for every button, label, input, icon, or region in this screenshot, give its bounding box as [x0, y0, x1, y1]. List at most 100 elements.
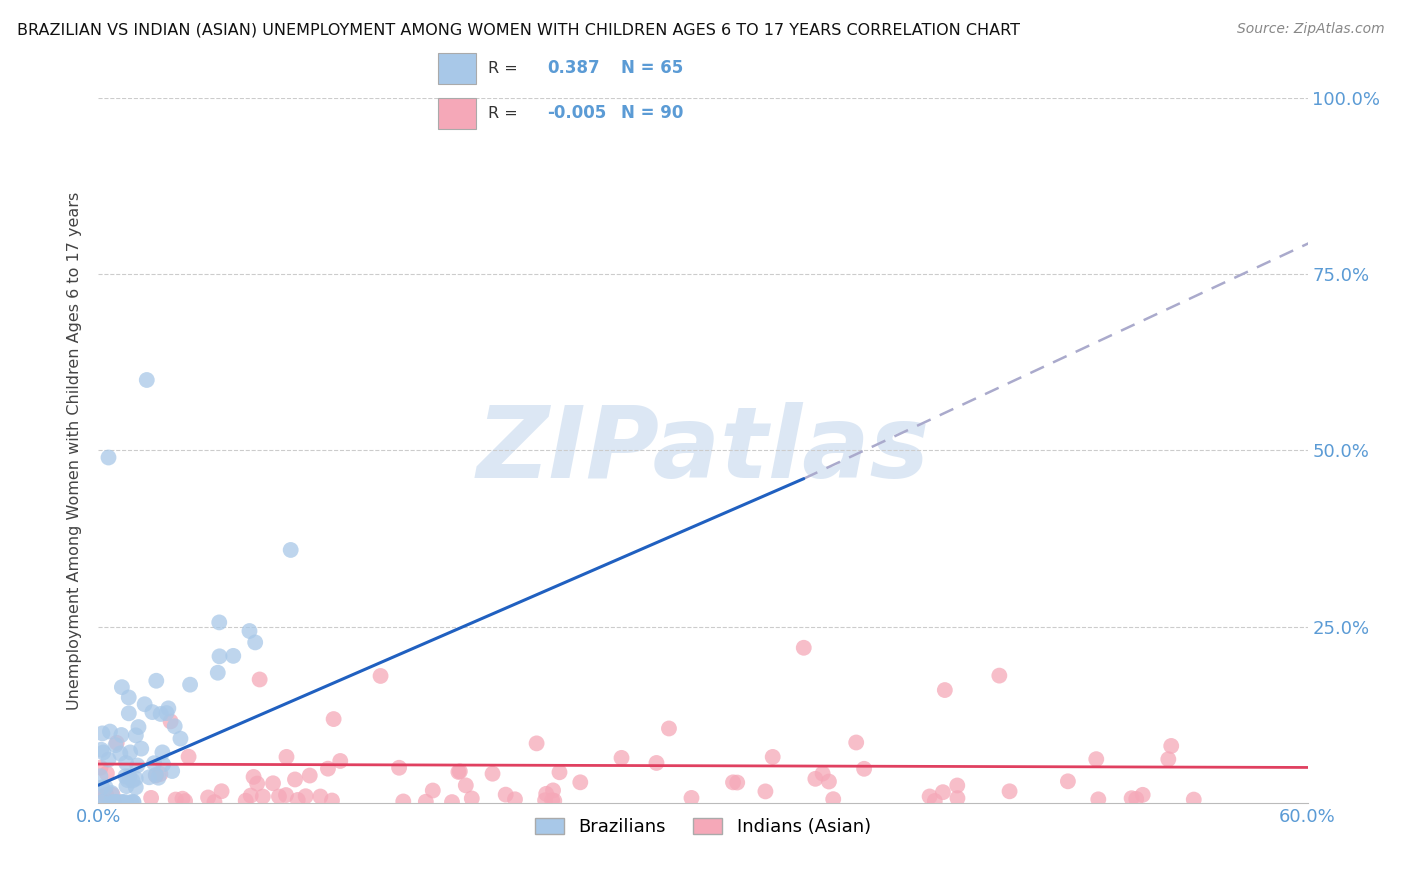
Point [91, 780, 114, 795]
Point [208, 615, 231, 630]
Point [243, 635, 266, 649]
Point [811, 766, 834, 780]
Legend: Brazilians, Indians (Asian): Brazilians, Indians (Asian) [529, 811, 877, 843]
Point [1057, 774, 1080, 789]
Point [152, 757, 174, 772]
Point [322, 712, 344, 726]
Point [823, 792, 845, 806]
Point [165, 792, 187, 806]
Point [284, 772, 307, 787]
Point [148, 771, 170, 785]
Point [127, 758, 149, 772]
Point [97, 753, 120, 767]
Point [440, 795, 463, 809]
Point [495, 788, 517, 802]
Point [1182, 792, 1205, 806]
Text: BRAZILIAN VS INDIAN (ASIAN) UNEMPLOYMENT AMONG WOMEN WITH CHILDREN AGES 6 TO 17 : BRAZILIAN VS INDIAN (ASIAN) UNEMPLOYMENT… [17, 22, 1019, 37]
Point [149, 767, 172, 781]
Point [681, 791, 703, 805]
Point [104, 738, 127, 752]
Point [111, 680, 134, 694]
Point [163, 719, 186, 733]
Point [117, 772, 139, 787]
Point [818, 774, 841, 789]
Point [100, 795, 122, 809]
Point [541, 783, 564, 797]
Point [503, 792, 526, 806]
Point [105, 736, 128, 750]
Point [138, 770, 160, 784]
Point [1157, 752, 1180, 766]
Point [129, 741, 152, 756]
Point [242, 770, 264, 784]
Point [135, 373, 157, 387]
Point [172, 791, 194, 805]
Text: N = 65: N = 65 [621, 60, 683, 78]
Point [274, 788, 297, 802]
Text: R =: R = [488, 61, 517, 76]
FancyBboxPatch shape [437, 53, 477, 84]
Point [115, 779, 138, 793]
Text: Source: ZipAtlas.com: Source: ZipAtlas.com [1237, 22, 1385, 37]
Point [298, 768, 321, 782]
Point [141, 705, 163, 719]
Point [280, 543, 302, 558]
Point [91, 726, 114, 740]
Point [1085, 752, 1108, 766]
Point [134, 698, 156, 712]
Point [149, 706, 172, 721]
Point [461, 791, 484, 805]
Point [998, 784, 1021, 798]
Point [204, 795, 226, 809]
Point [160, 764, 183, 778]
Point [145, 768, 167, 782]
Point [449, 764, 471, 779]
Point [179, 678, 201, 692]
Point [139, 791, 162, 805]
Point [1160, 739, 1182, 753]
Text: -0.005: -0.005 [547, 104, 606, 122]
Point [143, 756, 166, 771]
Point [89, 761, 111, 775]
Point [276, 750, 298, 764]
Point [1121, 791, 1143, 805]
Point [946, 791, 969, 805]
Point [845, 735, 868, 749]
Point [658, 722, 681, 736]
Point [100, 786, 122, 800]
Point [725, 775, 748, 789]
Point [287, 793, 309, 807]
Point [804, 772, 827, 786]
Point [125, 772, 148, 786]
Point [454, 778, 477, 792]
Point [853, 762, 876, 776]
Point [152, 745, 174, 759]
Point [294, 789, 316, 804]
Point [121, 773, 143, 788]
Point [211, 784, 233, 798]
Point [90, 743, 112, 757]
Point [534, 787, 557, 801]
Point [91, 746, 114, 760]
Point [89, 769, 111, 783]
Point [97, 450, 120, 465]
Point [90, 795, 112, 809]
Point [321, 793, 343, 807]
Point [946, 779, 969, 793]
Point [569, 775, 592, 789]
Point [1132, 788, 1154, 802]
Point [122, 795, 145, 809]
FancyBboxPatch shape [437, 98, 477, 129]
Point [115, 756, 138, 770]
Point [114, 795, 136, 809]
Point [645, 756, 668, 770]
Point [754, 784, 776, 798]
Point [114, 769, 136, 783]
Text: R =: R = [488, 106, 517, 121]
Point [145, 768, 167, 782]
Point [104, 795, 127, 809]
Point [610, 751, 633, 765]
Point [111, 795, 134, 809]
Point [155, 706, 177, 720]
Point [127, 720, 149, 734]
